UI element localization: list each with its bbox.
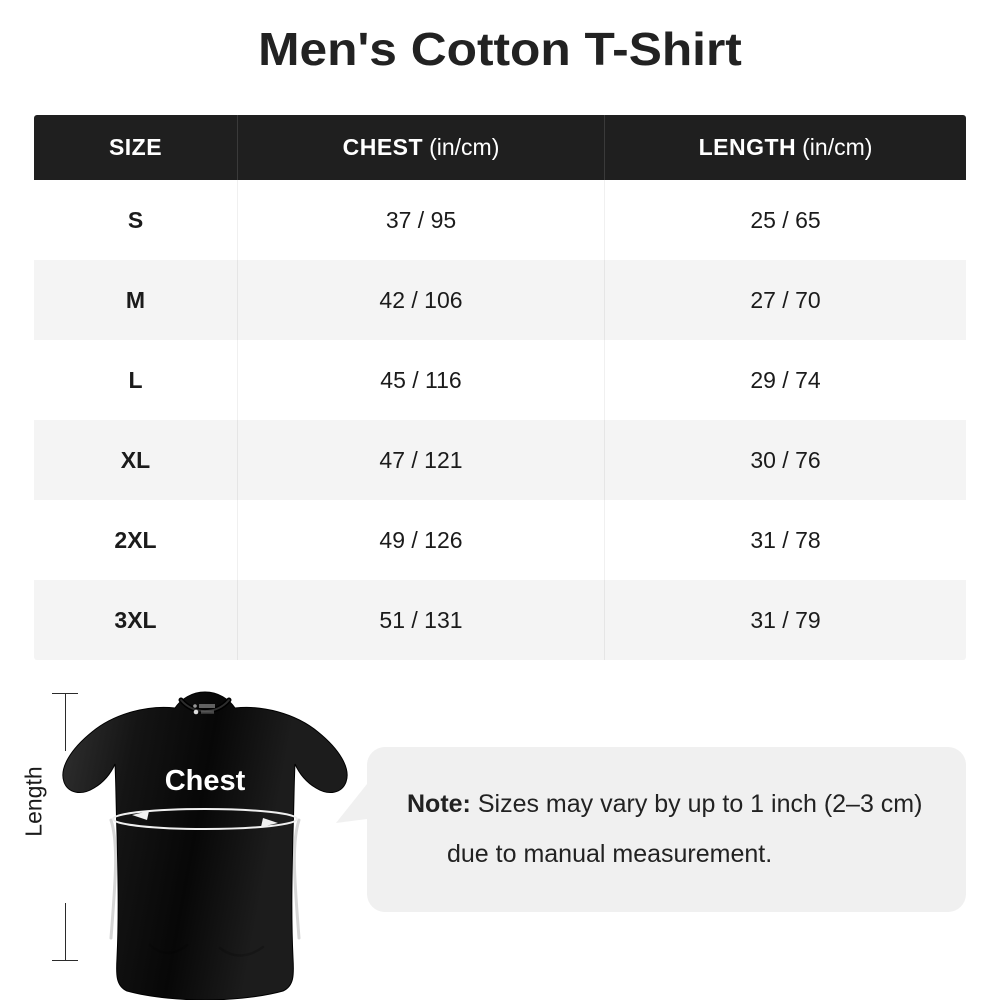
svg-text:Chest: Chest xyxy=(165,765,246,797)
